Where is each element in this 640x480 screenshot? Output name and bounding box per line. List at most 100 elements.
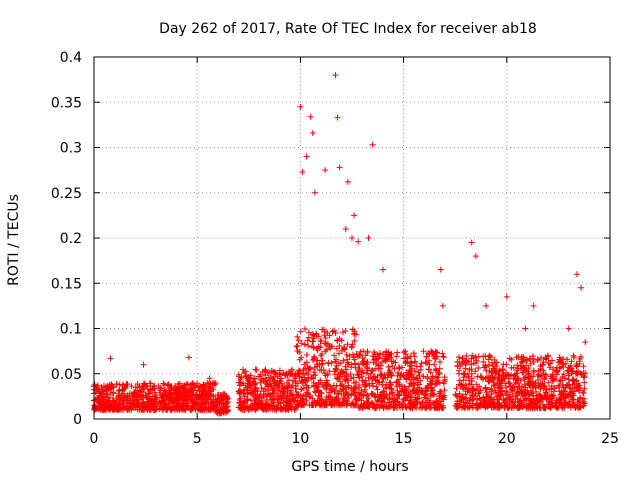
data-point <box>402 350 409 357</box>
data-point <box>308 374 315 381</box>
data-point <box>322 348 329 355</box>
data-point <box>560 363 567 370</box>
data-point <box>343 402 350 409</box>
data-point <box>517 403 524 410</box>
data-point <box>146 380 153 387</box>
data-point <box>140 382 147 389</box>
data-point <box>341 346 348 353</box>
data-point <box>441 374 448 381</box>
data-point <box>487 374 494 381</box>
data-point <box>538 354 545 361</box>
data-point <box>523 405 530 412</box>
data-point <box>291 395 298 402</box>
data-point <box>364 392 371 399</box>
data-point <box>294 333 301 340</box>
data-point <box>352 402 359 409</box>
data-point <box>116 387 123 394</box>
data-point <box>189 405 196 412</box>
data-point <box>523 357 530 364</box>
data-point <box>345 361 352 368</box>
data-point <box>411 359 418 366</box>
y-tick-label: 0.4 <box>60 50 82 66</box>
data-point <box>223 394 230 401</box>
data-point <box>565 325 572 332</box>
data-point <box>351 360 358 367</box>
data-point <box>139 400 146 407</box>
data-point <box>94 395 101 402</box>
data-point <box>155 382 162 389</box>
data-point <box>308 343 315 350</box>
data-point <box>582 339 589 346</box>
data-point <box>343 351 350 358</box>
data-point <box>532 395 539 402</box>
data-point <box>440 354 447 361</box>
data-point <box>136 383 143 390</box>
data-point <box>570 396 577 403</box>
data-point <box>258 377 265 384</box>
data-point <box>506 355 513 362</box>
data-point <box>105 400 112 407</box>
data-point <box>295 337 302 344</box>
data-point <box>422 359 429 366</box>
data-point <box>300 378 307 385</box>
data-point <box>274 399 281 406</box>
data-point <box>193 392 200 399</box>
data-point <box>244 384 251 391</box>
data-point <box>181 393 188 400</box>
data-point <box>322 398 329 405</box>
data-point <box>473 400 480 407</box>
data-point <box>482 385 489 392</box>
data-point <box>257 379 264 386</box>
data-point <box>454 400 461 407</box>
data-point <box>370 374 377 381</box>
data-point <box>453 385 460 392</box>
data-point <box>519 356 526 363</box>
data-point <box>237 395 244 402</box>
data-point <box>513 354 520 361</box>
data-point <box>342 363 349 370</box>
data-point <box>359 367 366 374</box>
y-tick-label: 0.3 <box>60 141 82 157</box>
data-point <box>200 387 207 394</box>
data-point <box>418 389 425 396</box>
data-point <box>339 373 346 380</box>
data-point <box>543 386 550 393</box>
data-point <box>427 369 434 376</box>
data-point <box>177 388 184 395</box>
data-point <box>224 408 231 415</box>
data-point <box>238 402 245 409</box>
data-point <box>496 367 503 374</box>
data-point <box>545 359 552 366</box>
data-point <box>475 365 482 372</box>
data-point <box>556 388 563 395</box>
data-point <box>461 403 468 410</box>
data-point <box>95 399 102 406</box>
data-point <box>521 386 528 393</box>
data-point <box>377 362 384 369</box>
data-point <box>159 391 166 398</box>
data-point <box>516 404 523 411</box>
data-point <box>318 350 325 357</box>
data-point <box>463 384 470 391</box>
data-point <box>278 395 285 402</box>
data-point <box>363 398 370 405</box>
data-point <box>343 372 350 379</box>
data-point <box>424 373 431 380</box>
y-tick-label: 0.2 <box>60 231 82 247</box>
data-point <box>348 344 355 351</box>
data-point <box>534 356 541 363</box>
data-point <box>238 389 245 396</box>
data-point <box>160 396 167 403</box>
data-point <box>414 399 421 406</box>
data-point <box>570 352 577 359</box>
data-point <box>156 398 163 405</box>
data-point <box>557 396 564 403</box>
data-point <box>386 379 393 386</box>
data-point <box>318 401 325 408</box>
data-point <box>122 384 129 391</box>
data-point <box>520 397 527 404</box>
data-point <box>306 364 313 371</box>
data-point <box>486 378 493 385</box>
data-point <box>301 341 308 348</box>
data-point <box>432 380 439 387</box>
